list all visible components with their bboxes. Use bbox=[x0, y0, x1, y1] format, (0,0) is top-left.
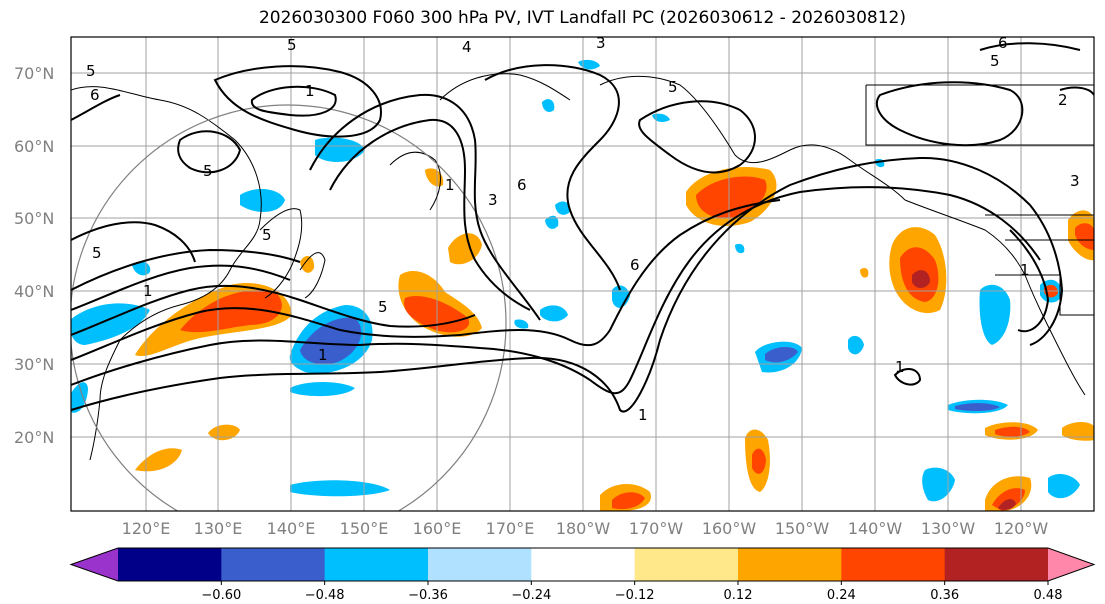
contour-label: 1 bbox=[143, 282, 153, 300]
lon-label: 120°E bbox=[122, 519, 171, 538]
lon-label: 160°E bbox=[413, 519, 462, 538]
anomaly-shading bbox=[71, 59, 1094, 511]
colorbar-swatch bbox=[118, 548, 222, 581]
lat-label: 50°N bbox=[14, 209, 54, 228]
colorbar-tick-label: 0.36 bbox=[930, 588, 959, 603]
contour-label: 6 bbox=[630, 256, 640, 274]
map-content: 1 5 6 5 4 3 1 5 6 1 5 6 3 5 5 1 5 1 5 6 … bbox=[71, 34, 1094, 511]
lat-label: 40°N bbox=[14, 282, 54, 301]
map-title: 2026030300 F060 300 hPa PV, IVT Landfall… bbox=[258, 8, 906, 28]
lon-label: 120°W bbox=[994, 519, 1049, 538]
contour-label: 5 bbox=[92, 244, 102, 262]
contour-label: 5 bbox=[378, 298, 388, 316]
colorbar-swatch bbox=[738, 548, 842, 581]
lon-label: 150°W bbox=[775, 519, 830, 538]
contour-label: 3 bbox=[1070, 172, 1080, 190]
contour-label: 2 bbox=[1058, 91, 1068, 109]
lat-label: 70°N bbox=[14, 64, 54, 83]
contour-label: 1 bbox=[895, 358, 905, 376]
colorbar-tick-labels: −0.60 −0.48 −0.36 −0.24 −0.12 0.12 0.24 0.36 0.4… bbox=[201, 581, 1063, 603]
lon-label: 140°E bbox=[267, 519, 316, 538]
colorbar-tick-label: 0.12 bbox=[724, 588, 753, 603]
lat-label: 30°N bbox=[14, 355, 54, 374]
map-frame bbox=[70, 36, 1095, 512]
colorbar-swatch bbox=[221, 548, 326, 581]
contour-labels: 1 5 6 5 4 3 1 5 6 1 5 6 3 5 5 1 5 1 5 6 … bbox=[86, 34, 1080, 424]
contour-label: 1 bbox=[638, 406, 648, 424]
longitude-labels: 120°E 130°E 140°E 150°E 160°E 170°E 180°… bbox=[122, 519, 1049, 538]
lon-label: 160°W bbox=[702, 519, 757, 538]
colorbar-swatch bbox=[944, 548, 1049, 581]
lon-label: 130°W bbox=[921, 519, 976, 538]
contour-label: 5 bbox=[86, 62, 96, 80]
lon-label: 180°W bbox=[556, 519, 611, 538]
lat-label: 60°N bbox=[14, 137, 54, 156]
contour-label: 3 bbox=[596, 34, 606, 52]
contour-label: 5 bbox=[990, 52, 1000, 70]
contour-label: 1 bbox=[318, 346, 328, 364]
colorbar-tick-label: −0.36 bbox=[408, 588, 448, 603]
colorbar-tick-label: −0.24 bbox=[511, 588, 551, 603]
contour-label: 4 bbox=[462, 38, 472, 56]
lon-label: 170°W bbox=[629, 519, 684, 538]
colorbar-extend-max bbox=[1048, 548, 1094, 581]
contour-label: 5 bbox=[203, 162, 213, 180]
lon-label: 150°E bbox=[340, 519, 389, 538]
lat-label: 20°N bbox=[14, 428, 54, 447]
colorbar-swatch bbox=[531, 548, 636, 581]
gridlines bbox=[71, 37, 1094, 511]
contour-label: 3 bbox=[488, 191, 498, 209]
contour-label: 5 bbox=[262, 226, 272, 244]
colorbar-swatch bbox=[841, 548, 946, 581]
contour-label: 6 bbox=[517, 176, 527, 194]
contour-label: 6 bbox=[998, 34, 1008, 52]
colorbar-swatch bbox=[634, 548, 739, 581]
colorbar-tick-label: −0.60 bbox=[201, 588, 241, 603]
lon-label: 130°E bbox=[194, 519, 243, 538]
contour-label: 1 bbox=[445, 176, 455, 194]
contour-label: 5 bbox=[287, 36, 297, 54]
contour-label: 5 bbox=[668, 78, 678, 96]
colorbar-swatch bbox=[428, 548, 532, 581]
colorbar-tick-label: −0.48 bbox=[305, 588, 345, 603]
colorbar-tick-label: 0.48 bbox=[1034, 588, 1063, 603]
contour-label: 6 bbox=[90, 86, 100, 104]
pv-contours bbox=[71, 42, 1094, 413]
lon-label: 140°W bbox=[848, 519, 903, 538]
colorbar bbox=[69, 547, 1096, 582]
colorbar-tick-label: −0.12 bbox=[615, 588, 655, 603]
region-circle bbox=[71, 104, 507, 511]
contour-label: 1 bbox=[305, 82, 315, 100]
colorbar-outline bbox=[69, 547, 1096, 582]
colorbar-swatch bbox=[324, 548, 429, 581]
contour-label: 1 bbox=[1020, 261, 1030, 279]
lon-label: 170°E bbox=[486, 519, 535, 538]
colorbar-extend-min bbox=[71, 548, 118, 581]
latitude-labels: 70°N 60°N 50°N 40°N 30°N 20°N bbox=[14, 64, 54, 447]
colorbar-tick-label: 0.24 bbox=[827, 588, 856, 603]
